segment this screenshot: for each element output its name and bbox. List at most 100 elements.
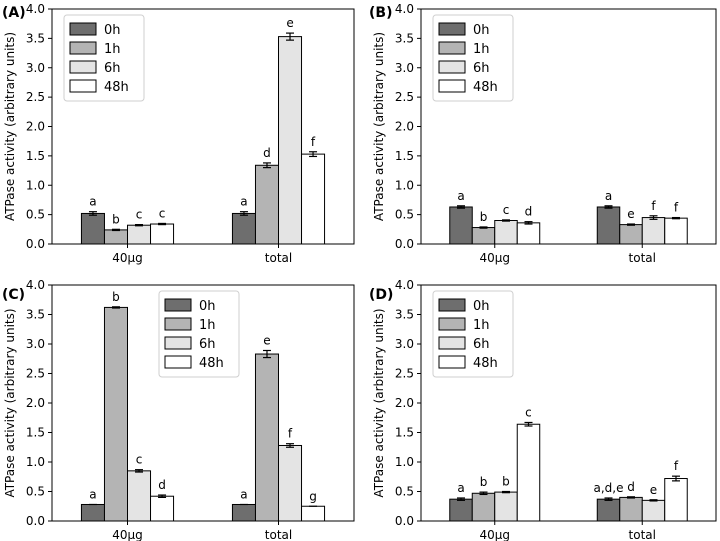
legend-label-1h: 1h bbox=[104, 42, 121, 57]
x-tick-label: total bbox=[629, 251, 656, 265]
significance-label: c bbox=[159, 206, 166, 220]
y-tick-label: 0.0 bbox=[26, 237, 45, 251]
bar-6h-1 bbox=[641, 499, 666, 522]
legend-label-48h: 48h bbox=[473, 356, 498, 371]
significance-label: f bbox=[311, 135, 316, 149]
bar-6h-0 bbox=[127, 470, 152, 522]
legend-swatch-1h bbox=[164, 317, 192, 331]
bar-0h-1 bbox=[596, 498, 621, 522]
y-tick-label: 0.5 bbox=[395, 208, 414, 222]
x-tick-label: total bbox=[265, 251, 292, 265]
legend-swatch-6h bbox=[438, 336, 466, 350]
bar-48h-1 bbox=[664, 217, 688, 245]
legend-label-6h: 6h bbox=[473, 337, 490, 352]
y-tick-label: 0.0 bbox=[395, 514, 414, 528]
significance-label: c bbox=[503, 203, 510, 217]
chart-panel-2: (B) a b c d 40µg a e f f total 0.0 0.5 1.0 1.5 2.0 2.5 3.… bbox=[369, 2, 717, 265]
chart-panel-3: (C) a b c d 40µg a e f g total 0.0 0.5 1.0 1.5 2.0 2.5 3.… bbox=[2, 278, 355, 541]
legend-label-6h: 6h bbox=[104, 61, 121, 76]
significance-label: a bbox=[605, 189, 612, 203]
legend-label-1h: 1h bbox=[199, 318, 216, 333]
bar-48h-1 bbox=[664, 478, 688, 522]
significance-label: b bbox=[112, 212, 120, 226]
significance-label: c bbox=[136, 453, 143, 467]
y-tick-label: 1.5 bbox=[395, 426, 414, 440]
bar-0h-1 bbox=[596, 206, 621, 245]
legend-label-1h: 1h bbox=[473, 42, 490, 57]
significance-label: a bbox=[240, 195, 247, 209]
bar-6h-0 bbox=[127, 224, 152, 245]
y-tick-label: 0.0 bbox=[395, 237, 414, 251]
legend-label-0h: 0h bbox=[473, 299, 490, 314]
bar-6h-1 bbox=[278, 36, 303, 245]
legend-swatch-0h bbox=[164, 298, 192, 312]
panel-tag: (A) bbox=[2, 5, 26, 21]
significance-label: e bbox=[263, 333, 270, 347]
legend-label-6h: 6h bbox=[199, 337, 216, 352]
legend-swatch-1h bbox=[69, 41, 97, 55]
bar-6h-1 bbox=[641, 217, 666, 245]
x-tick-label: total bbox=[629, 528, 656, 541]
bar-0h-0 bbox=[449, 498, 473, 522]
legend-swatch-6h bbox=[438, 60, 466, 74]
significance-label: a bbox=[240, 487, 247, 501]
legend-swatch-6h bbox=[69, 60, 97, 74]
y-tick-label: 3.5 bbox=[26, 308, 45, 322]
legend-swatch-48h bbox=[438, 355, 466, 369]
y-tick-label: 1.0 bbox=[395, 178, 414, 192]
y-tick-label: 2.5 bbox=[26, 90, 45, 104]
y-axis-label: ATPase activity (arbitrary units) bbox=[372, 32, 386, 221]
bar-48h-1 bbox=[301, 153, 326, 245]
y-tick-label: 1.0 bbox=[26, 455, 45, 469]
chart-panel-1: (A) a b c c 40µg a d e f total 0.0 0.5 1.0 1.5 2.0 2.5 3.… bbox=[2, 2, 355, 265]
legend-swatch-6h bbox=[164, 336, 192, 350]
y-tick-label: 3.5 bbox=[395, 31, 414, 45]
y-tick-label: 2.0 bbox=[395, 120, 414, 134]
significance-label: e bbox=[650, 483, 657, 497]
significance-label: d bbox=[627, 480, 635, 494]
bar-6h-0 bbox=[494, 491, 518, 522]
y-tick-label: 2.5 bbox=[395, 367, 414, 381]
bar-0h-1 bbox=[231, 212, 256, 245]
plot-frame bbox=[51, 8, 355, 245]
bar-0h-1 bbox=[231, 503, 256, 522]
y-tick-label: 0.5 bbox=[26, 485, 45, 499]
bar-1h-0 bbox=[471, 227, 496, 245]
y-tick-label: 1.5 bbox=[26, 149, 45, 163]
x-tick-label: 40µg bbox=[112, 251, 143, 265]
y-tick-label: 3.5 bbox=[395, 308, 414, 322]
significance-label: f bbox=[288, 427, 293, 441]
bar-1h-1 bbox=[254, 353, 280, 522]
plot-frame bbox=[420, 8, 717, 245]
x-tick-label: 40µg bbox=[479, 251, 510, 265]
significance-label: b bbox=[480, 210, 488, 224]
chart-panel-4: (D) a b b c 40µg a,d,e d e f total 0.0 0.5 1.0 1.5 2.0 2… bbox=[369, 278, 717, 541]
legend-label-1h: 1h bbox=[473, 318, 490, 333]
legend-swatch-48h bbox=[69, 79, 97, 93]
y-axis-label: ATPase activity (arbitrary units) bbox=[372, 308, 386, 497]
legend-label-48h: 48h bbox=[473, 80, 498, 95]
significance-label: d bbox=[158, 478, 166, 492]
y-tick-label: 1.5 bbox=[395, 149, 414, 163]
legend-label-48h: 48h bbox=[199, 356, 224, 371]
significance-label: a,d,e bbox=[594, 481, 624, 495]
significance-label: a bbox=[89, 487, 96, 501]
legend-swatch-48h bbox=[164, 355, 192, 369]
x-tick-label: total bbox=[265, 528, 292, 541]
significance-label: b bbox=[112, 290, 120, 304]
y-tick-label: 3.5 bbox=[26, 31, 45, 45]
y-tick-label: 0.0 bbox=[26, 514, 45, 528]
significance-label: c bbox=[525, 405, 532, 419]
bar-0h-0 bbox=[80, 503, 105, 522]
bar-1h-0 bbox=[103, 229, 129, 245]
y-tick-label: 1.0 bbox=[395, 455, 414, 469]
panel-tag: (B) bbox=[369, 5, 392, 21]
y-axis-label: ATPase activity (arbitrary units) bbox=[3, 32, 17, 221]
y-tick-label: 4.0 bbox=[26, 278, 45, 292]
bar-6h-1 bbox=[278, 444, 303, 522]
significance-label: a bbox=[89, 195, 96, 209]
legend-label-6h: 6h bbox=[473, 61, 490, 76]
bar-0h-0 bbox=[80, 212, 105, 245]
